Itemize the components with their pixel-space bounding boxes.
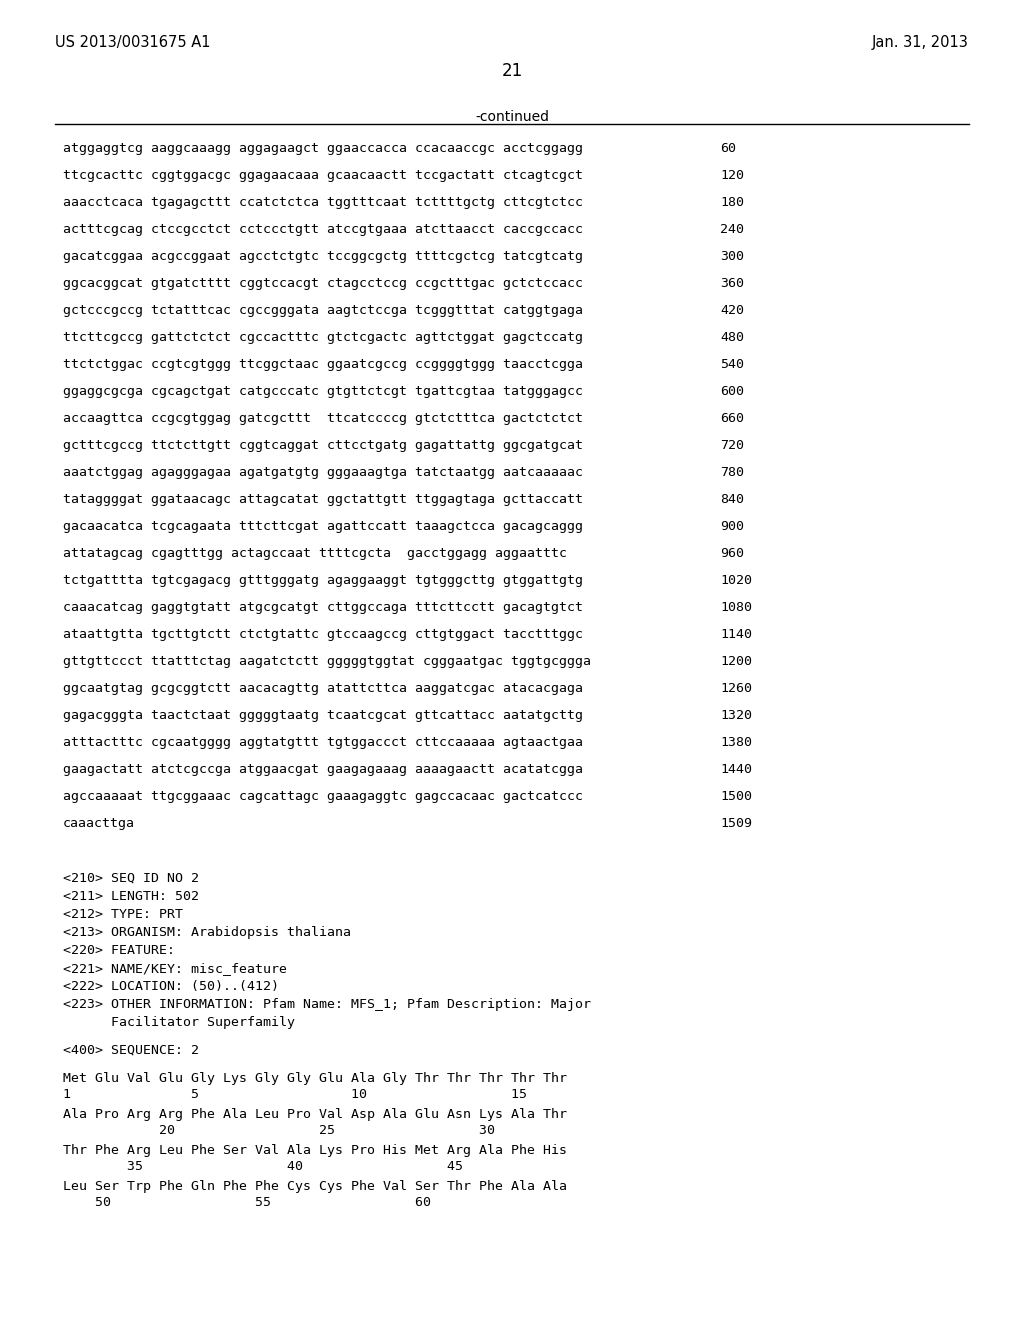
Text: 1380: 1380 xyxy=(720,737,752,748)
Text: ttcttcgccg gattctctct cgccactttc gtctcgactc agttctggat gagctccatg: ttcttcgccg gattctctct cgccactttc gtctcga… xyxy=(63,331,583,345)
Text: ataattgtta tgcttgtctt ctctgtattc gtccaagccg cttgtggact tacctttggc: ataattgtta tgcttgtctt ctctgtattc gtccaag… xyxy=(63,628,583,642)
Text: 360: 360 xyxy=(720,277,744,290)
Text: Met Glu Val Glu Gly Lys Gly Gly Glu Ala Gly Thr Thr Thr Thr Thr: Met Glu Val Glu Gly Lys Gly Gly Glu Ala … xyxy=(63,1072,567,1085)
Text: 180: 180 xyxy=(720,195,744,209)
Text: gacatcggaa acgccggaat agcctctgtc tccggcgctg ttttcgctcg tatcgtcatg: gacatcggaa acgccggaat agcctctgtc tccggcg… xyxy=(63,249,583,263)
Text: ttcgcacttc cggtggacgc ggagaacaaa gcaacaactt tccgactatt ctcagtcgct: ttcgcacttc cggtggacgc ggagaacaaa gcaacaa… xyxy=(63,169,583,182)
Text: caaacttga: caaacttga xyxy=(63,817,135,830)
Text: <400> SEQUENCE: 2: <400> SEQUENCE: 2 xyxy=(63,1044,199,1057)
Text: caaacatcag gaggtgtatt atgcgcatgt cttggccaga tttcttcctt gacagtgtct: caaacatcag gaggtgtatt atgcgcatgt cttggcc… xyxy=(63,601,583,614)
Text: agccaaaaat ttgcggaaac cagcattagc gaaagaggtc gagccacaac gactcatccc: agccaaaaat ttgcggaaac cagcattagc gaaagag… xyxy=(63,789,583,803)
Text: 1020: 1020 xyxy=(720,574,752,587)
Text: gagacgggta taactctaat gggggtaatg tcaatcgcat gttcattacc aatatgcttg: gagacgggta taactctaat gggggtaatg tcaatcg… xyxy=(63,709,583,722)
Text: 720: 720 xyxy=(720,440,744,451)
Text: 50                  55                  60: 50 55 60 xyxy=(63,1196,431,1209)
Text: <221> NAME/KEY: misc_feature: <221> NAME/KEY: misc_feature xyxy=(63,962,287,975)
Text: 420: 420 xyxy=(720,304,744,317)
Text: ttctctggac ccgtcgtggg ttcggctaac ggaatcgccg ccggggtggg taacctcgga: ttctctggac ccgtcgtggg ttcggctaac ggaatcg… xyxy=(63,358,583,371)
Text: 1200: 1200 xyxy=(720,655,752,668)
Text: tataggggat ggataacagc attagcatat ggctattgtt ttggagtaga gcttaccatt: tataggggat ggataacagc attagcatat ggctatt… xyxy=(63,492,583,506)
Text: <222> LOCATION: (50)..(412): <222> LOCATION: (50)..(412) xyxy=(63,979,279,993)
Text: Jan. 31, 2013: Jan. 31, 2013 xyxy=(872,36,969,50)
Text: gaagactatt atctcgccga atggaacgat gaagagaaag aaaagaactt acatatcgga: gaagactatt atctcgccga atggaacgat gaagaga… xyxy=(63,763,583,776)
Text: accaagttca ccgcgtggag gatcgcttt  ttcatccccg gtctctttca gactctctct: accaagttca ccgcgtggag gatcgcttt ttcatccc… xyxy=(63,412,583,425)
Text: 1500: 1500 xyxy=(720,789,752,803)
Text: Leu Ser Trp Phe Gln Phe Phe Cys Cys Phe Val Ser Thr Phe Ala Ala: Leu Ser Trp Phe Gln Phe Phe Cys Cys Phe … xyxy=(63,1180,567,1193)
Text: actttcgcag ctccgcctct cctccctgtt atccgtgaaa atcttaacct caccgccacc: actttcgcag ctccgcctct cctccctgtt atccgtg… xyxy=(63,223,583,236)
Text: gctcccgccg tctatttcac cgccgggata aagtctccga tcgggtttat catggtgaga: gctcccgccg tctatttcac cgccgggata aagtctc… xyxy=(63,304,583,317)
Text: ggaggcgcga cgcagctgat catgcccatc gtgttctcgt tgattcgtaa tatgggagcc: ggaggcgcga cgcagctgat catgcccatc gtgttct… xyxy=(63,385,583,399)
Text: <213> ORGANISM: Arabidopsis thaliana: <213> ORGANISM: Arabidopsis thaliana xyxy=(63,927,351,939)
Text: Thr Phe Arg Leu Phe Ser Val Ala Lys Pro His Met Arg Ala Phe His: Thr Phe Arg Leu Phe Ser Val Ala Lys Pro … xyxy=(63,1144,567,1158)
Text: 20                  25                  30: 20 25 30 xyxy=(63,1125,495,1137)
Text: ggcacggcat gtgatctttt cggtccacgt ctagcctccg ccgctttgac gctctccacc: ggcacggcat gtgatctttt cggtccacgt ctagcct… xyxy=(63,277,583,290)
Text: <223> OTHER INFORMATION: Pfam Name: MFS_1; Pfam Description: Major: <223> OTHER INFORMATION: Pfam Name: MFS_… xyxy=(63,998,591,1011)
Text: 21: 21 xyxy=(502,62,522,81)
Text: gacaacatca tcgcagaata tttcttcgat agattccatt taaagctcca gacagcaggg: gacaacatca tcgcagaata tttcttcgat agattcc… xyxy=(63,520,583,533)
Text: 480: 480 xyxy=(720,331,744,345)
Text: 240: 240 xyxy=(720,223,744,236)
Text: aaatctggag agagggagaa agatgatgtg gggaaagtga tatctaatgg aatcaaaaac: aaatctggag agagggagaa agatgatgtg gggaaag… xyxy=(63,466,583,479)
Text: <212> TYPE: PRT: <212> TYPE: PRT xyxy=(63,908,183,921)
Text: atttactttc cgcaatgggg aggtatgttt tgtggaccct cttccaaaaa agtaactgaa: atttactttc cgcaatgggg aggtatgttt tgtggac… xyxy=(63,737,583,748)
Text: tctgatttta tgtcgagacg gtttgggatg agaggaaggt tgtgggcttg gtggattgtg: tctgatttta tgtcgagacg gtttgggatg agaggaa… xyxy=(63,574,583,587)
Text: 900: 900 xyxy=(720,520,744,533)
Text: 1080: 1080 xyxy=(720,601,752,614)
Text: aaacctcaca tgagagcttt ccatctctca tggtttcaat tcttttgctg cttcgtctcc: aaacctcaca tgagagcttt ccatctctca tggtttc… xyxy=(63,195,583,209)
Text: 780: 780 xyxy=(720,466,744,479)
Text: 300: 300 xyxy=(720,249,744,263)
Text: gctttcgccg ttctcttgtt cggtcaggat cttcctgatg gagattattg ggcgatgcat: gctttcgccg ttctcttgtt cggtcaggat cttcctg… xyxy=(63,440,583,451)
Text: 120: 120 xyxy=(720,169,744,182)
Text: US 2013/0031675 A1: US 2013/0031675 A1 xyxy=(55,36,211,50)
Text: 1440: 1440 xyxy=(720,763,752,776)
Text: 60: 60 xyxy=(720,143,736,154)
Text: -continued: -continued xyxy=(475,110,549,124)
Text: atggaggtcg aaggcaaagg aggagaagct ggaaccacca ccacaaccgc acctcggagg: atggaggtcg aaggcaaagg aggagaagct ggaacca… xyxy=(63,143,583,154)
Text: 1320: 1320 xyxy=(720,709,752,722)
Text: <211> LENGTH: 502: <211> LENGTH: 502 xyxy=(63,890,199,903)
Text: Facilitator Superfamily: Facilitator Superfamily xyxy=(63,1016,295,1030)
Text: <220> FEATURE:: <220> FEATURE: xyxy=(63,944,175,957)
Text: gttgttccct ttatttctag aagatctctt gggggtggtat cgggaatgac tggtgcggga: gttgttccct ttatttctag aagatctctt gggggtg… xyxy=(63,655,591,668)
Text: 1260: 1260 xyxy=(720,682,752,696)
Text: Ala Pro Arg Arg Phe Ala Leu Pro Val Asp Ala Glu Asn Lys Ala Thr: Ala Pro Arg Arg Phe Ala Leu Pro Val Asp … xyxy=(63,1107,567,1121)
Text: 960: 960 xyxy=(720,546,744,560)
Text: 1509: 1509 xyxy=(720,817,752,830)
Text: 1140: 1140 xyxy=(720,628,752,642)
Text: ggcaatgtag gcgcggtctt aacacagttg atattcttca aaggatcgac atacacgaga: ggcaatgtag gcgcggtctt aacacagttg atattct… xyxy=(63,682,583,696)
Text: 660: 660 xyxy=(720,412,744,425)
Text: attatagcag cgagtttgg actagccaat ttttcgcta  gacctggagg aggaatttc: attatagcag cgagtttgg actagccaat ttttcgct… xyxy=(63,546,567,560)
Text: 35                  40                  45: 35 40 45 xyxy=(63,1160,463,1173)
Text: 840: 840 xyxy=(720,492,744,506)
Text: 1               5                   10                  15: 1 5 10 15 xyxy=(63,1088,527,1101)
Text: 540: 540 xyxy=(720,358,744,371)
Text: <210> SEQ ID NO 2: <210> SEQ ID NO 2 xyxy=(63,873,199,884)
Text: 600: 600 xyxy=(720,385,744,399)
